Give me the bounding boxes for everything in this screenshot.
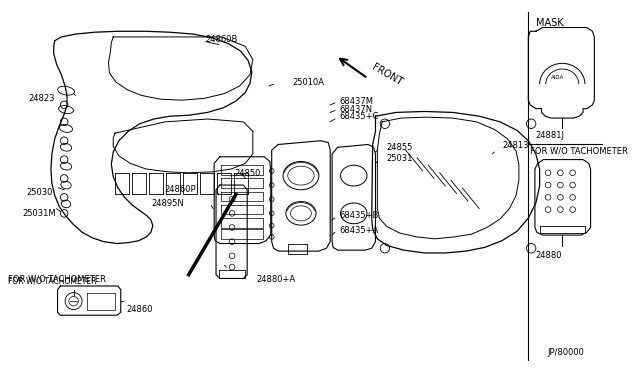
Text: MASK: MASK <box>536 18 563 28</box>
Text: 68437M: 68437M <box>340 97 374 106</box>
Text: 24850: 24850 <box>234 169 260 178</box>
Text: FRONT: FRONT <box>370 62 404 88</box>
Text: FOR W/O TACHOMETER: FOR W/O TACHOMETER <box>8 275 106 284</box>
Text: 24860B: 24860B <box>205 35 238 44</box>
Text: 25031: 25031 <box>387 154 413 163</box>
Text: FOR W/O TACHOMETER: FOR W/O TACHOMETER <box>530 146 628 155</box>
Text: 68437N: 68437N <box>340 105 372 114</box>
Text: 24895N: 24895N <box>151 199 184 208</box>
Text: 24860P: 24860P <box>164 185 196 194</box>
Text: 24881J: 24881J <box>536 131 565 140</box>
Text: 25010A: 25010A <box>292 78 324 87</box>
Text: 24860: 24860 <box>127 305 153 314</box>
Text: 68435+A: 68435+A <box>340 226 379 235</box>
Text: JP/80000: JP/80000 <box>547 348 584 357</box>
Text: AIDA: AIDA <box>551 75 564 80</box>
Text: 24855: 24855 <box>387 142 413 152</box>
Text: 24813: 24813 <box>502 141 529 150</box>
Text: 68435+B: 68435+B <box>340 211 379 219</box>
Text: FOR W/O TACHOMETER: FOR W/O TACHOMETER <box>8 276 96 286</box>
Text: 24880: 24880 <box>536 251 563 260</box>
Text: 25030: 25030 <box>26 188 52 197</box>
Text: 24880+A: 24880+A <box>257 275 296 284</box>
Text: 68435+C: 68435+C <box>340 112 379 121</box>
Text: 25031M: 25031M <box>22 209 56 218</box>
Text: 24823: 24823 <box>28 93 55 103</box>
